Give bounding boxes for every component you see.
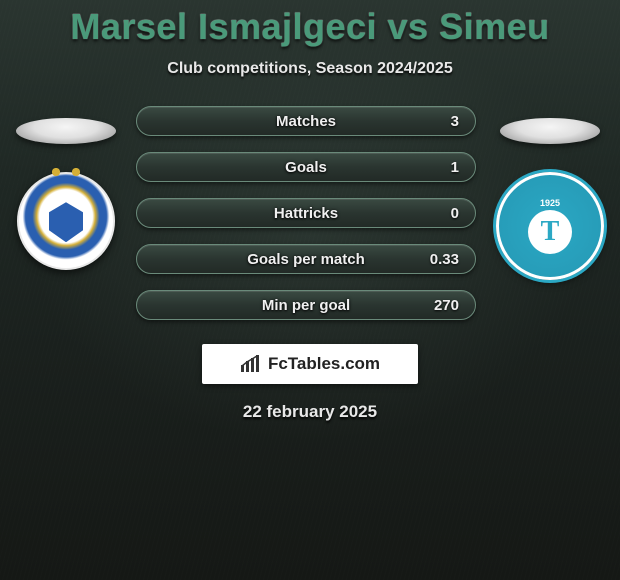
stat-label: Goals per match xyxy=(155,251,457,268)
stat-value: 0 xyxy=(451,205,459,222)
brand-text: FcTables.com xyxy=(268,354,380,374)
stat-row-goals: Goals 1 xyxy=(136,152,476,182)
stat-label: Matches xyxy=(155,113,457,130)
stat-label: Min per goal xyxy=(155,297,457,314)
page-title: Marsel Ismajlgeci vs Simeu xyxy=(70,6,549,48)
stat-value: 270 xyxy=(434,297,459,314)
stat-value: 0.33 xyxy=(430,251,459,268)
badge-letter: T xyxy=(528,210,572,254)
player-silhouette-right xyxy=(500,118,600,144)
chart-bars-icon xyxy=(240,355,262,373)
brand-watermark: FcTables.com xyxy=(202,344,418,384)
club-badge-tirana xyxy=(17,172,115,270)
stat-row-hattricks: Hattricks 0 xyxy=(136,198,476,228)
date-text: 22 february 2025 xyxy=(243,402,377,422)
stat-row-matches: Matches 3 xyxy=(136,106,476,136)
stats-column: Matches 3 Goals 1 Hattricks 0 Goals per … xyxy=(136,106,476,320)
subtitle: Club competitions, Season 2024/2025 xyxy=(167,60,452,78)
right-column: 1925 T xyxy=(496,106,604,280)
stat-row-goals-per-match: Goals per match 0.33 xyxy=(136,244,476,274)
comparison-card: Marsel Ismajlgeci vs Simeu Club competit… xyxy=(0,0,620,422)
main-row: Matches 3 Goals 1 Hattricks 0 Goals per … xyxy=(0,106,620,320)
badge-year: 1925 xyxy=(540,198,560,208)
left-column xyxy=(16,106,116,270)
stat-row-min-per-goal: Min per goal 270 xyxy=(136,290,476,320)
stat-label: Hattricks xyxy=(155,205,457,222)
stat-value: 1 xyxy=(451,159,459,176)
player-silhouette-left xyxy=(16,118,116,144)
club-badge-teuta: 1925 T xyxy=(496,172,604,280)
stat-value: 3 xyxy=(451,113,459,130)
stat-label: Goals xyxy=(155,159,457,176)
